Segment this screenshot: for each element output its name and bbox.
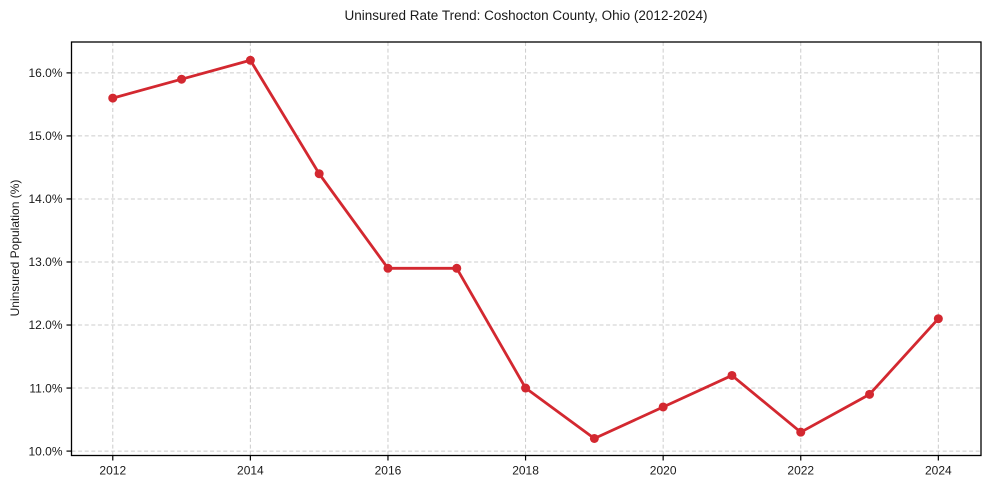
- x-tick-label-2016: 2016: [375, 464, 402, 478]
- data-point-2020: [658, 402, 668, 412]
- y-tick-label-11: 11.0%: [29, 381, 62, 395]
- data-point-2014: [245, 55, 255, 65]
- y-tick-label-13: 13.0%: [28, 255, 62, 269]
- x-tick-label-2024: 2024: [925, 464, 952, 478]
- y-tick-label-15: 15.0%: [28, 129, 62, 143]
- x-tick-label-2018: 2018: [512, 464, 539, 478]
- x-tick-label-2014: 2014: [237, 464, 264, 478]
- x-tick-label-2012: 2012: [99, 464, 126, 478]
- y-tick-label-10: 10.0%: [28, 444, 62, 458]
- data-point-2016: [383, 263, 393, 273]
- y-tick-label-14: 14.0%: [28, 192, 62, 206]
- chart-title: Uninsured Rate Trend: Coshocton County, …: [344, 8, 708, 23]
- data-point-2022: [796, 427, 806, 437]
- data-point-2021: [727, 370, 737, 380]
- data-point-2017: [452, 263, 462, 273]
- data-point-2019: [589, 433, 599, 443]
- x-tick-label-2022: 2022: [787, 464, 814, 478]
- data-point-2015: [314, 169, 324, 179]
- y-tick-label-16: 16.0%: [28, 66, 62, 80]
- data-point-2012: [108, 93, 118, 103]
- data-point-2013: [177, 74, 187, 84]
- y-tick-label-12: 12.0%: [28, 318, 62, 332]
- plot-border: [70, 41, 982, 457]
- data-point-2018: [521, 383, 531, 393]
- data-point-2023: [865, 389, 875, 399]
- data-point-2024: [933, 314, 943, 324]
- x-tick-label-2020: 2020: [650, 464, 677, 478]
